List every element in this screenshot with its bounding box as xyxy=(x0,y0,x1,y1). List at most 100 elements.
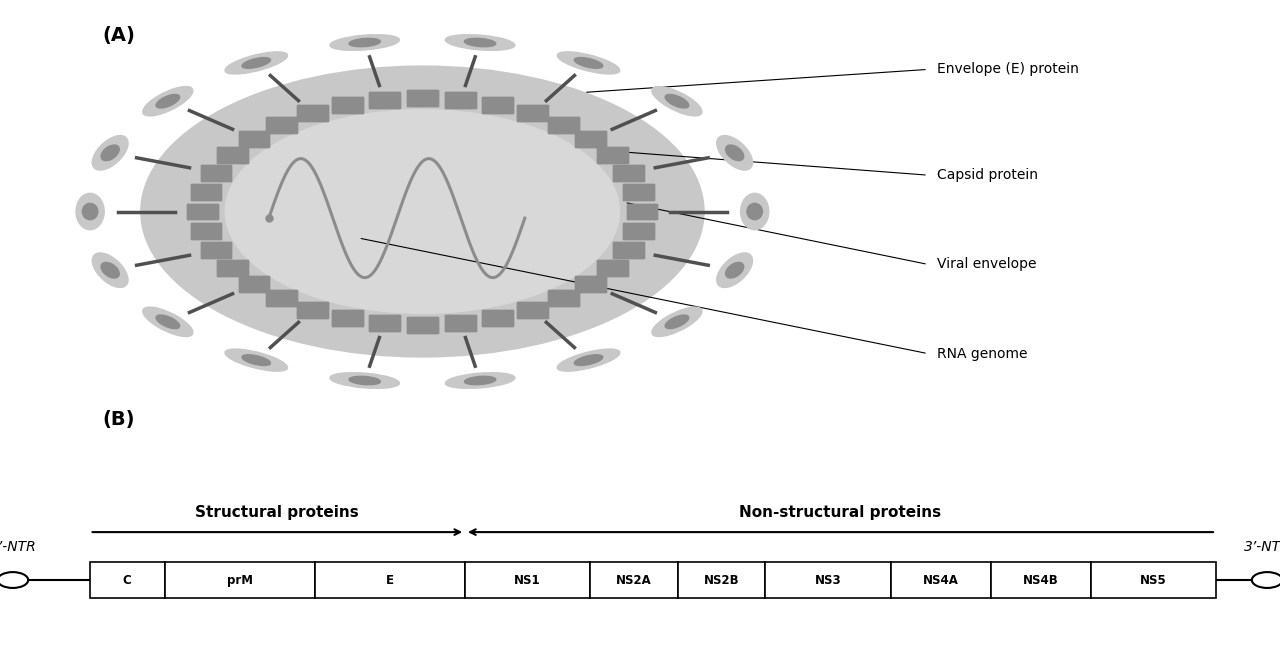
Polygon shape xyxy=(445,92,476,108)
Polygon shape xyxy=(407,317,438,333)
Text: NS4A: NS4A xyxy=(923,574,959,586)
Polygon shape xyxy=(623,223,654,239)
Polygon shape xyxy=(266,117,297,133)
Ellipse shape xyxy=(557,349,620,371)
Ellipse shape xyxy=(225,52,288,74)
Polygon shape xyxy=(613,243,644,258)
Polygon shape xyxy=(187,204,218,219)
Polygon shape xyxy=(191,223,221,239)
Polygon shape xyxy=(598,260,628,276)
Ellipse shape xyxy=(92,253,128,288)
Polygon shape xyxy=(445,315,476,331)
Ellipse shape xyxy=(92,136,128,170)
Bar xyxy=(891,562,991,598)
Polygon shape xyxy=(369,92,399,108)
Text: Viral envelope: Viral envelope xyxy=(937,257,1037,272)
Bar xyxy=(90,562,165,598)
Ellipse shape xyxy=(101,145,119,161)
Ellipse shape xyxy=(143,87,193,116)
Polygon shape xyxy=(201,243,232,258)
Ellipse shape xyxy=(741,193,769,229)
Ellipse shape xyxy=(575,58,603,68)
Polygon shape xyxy=(332,97,362,113)
Text: 3’-NTR: 3’-NTR xyxy=(1244,539,1280,554)
Polygon shape xyxy=(623,184,654,200)
Ellipse shape xyxy=(330,35,399,50)
Polygon shape xyxy=(575,131,605,147)
Polygon shape xyxy=(548,290,579,306)
Polygon shape xyxy=(239,131,270,147)
Polygon shape xyxy=(297,105,328,121)
Polygon shape xyxy=(216,260,247,276)
Text: RNA genome: RNA genome xyxy=(937,346,1028,361)
Polygon shape xyxy=(575,131,605,147)
Ellipse shape xyxy=(82,204,97,219)
Polygon shape xyxy=(598,260,628,276)
Circle shape xyxy=(186,89,659,334)
Bar xyxy=(315,562,465,598)
Text: NS4B: NS4B xyxy=(1023,574,1059,586)
Ellipse shape xyxy=(143,307,193,336)
Polygon shape xyxy=(623,184,654,200)
Polygon shape xyxy=(216,147,247,163)
Text: (B): (B) xyxy=(102,410,134,429)
Ellipse shape xyxy=(445,373,515,388)
Polygon shape xyxy=(445,92,476,108)
Polygon shape xyxy=(407,90,438,106)
Polygon shape xyxy=(575,276,605,292)
Polygon shape xyxy=(266,290,297,306)
Polygon shape xyxy=(297,302,328,318)
Polygon shape xyxy=(332,97,362,113)
Ellipse shape xyxy=(349,376,380,385)
Bar xyxy=(165,562,315,598)
Polygon shape xyxy=(297,302,328,318)
Polygon shape xyxy=(191,184,221,200)
Polygon shape xyxy=(623,223,654,239)
Polygon shape xyxy=(407,317,438,333)
Polygon shape xyxy=(575,276,605,292)
Polygon shape xyxy=(187,204,218,219)
Polygon shape xyxy=(332,310,362,326)
Bar xyxy=(465,562,590,598)
Ellipse shape xyxy=(330,373,399,388)
Text: Envelope (E) protein: Envelope (E) protein xyxy=(937,62,1079,77)
Polygon shape xyxy=(297,105,328,121)
Circle shape xyxy=(1252,572,1280,588)
Bar xyxy=(1091,562,1216,598)
Ellipse shape xyxy=(242,355,270,366)
Ellipse shape xyxy=(717,136,753,170)
Text: Structural proteins: Structural proteins xyxy=(196,505,360,520)
Text: NS2B: NS2B xyxy=(704,574,740,586)
Ellipse shape xyxy=(575,355,603,366)
Polygon shape xyxy=(201,243,232,258)
Text: C: C xyxy=(123,574,132,586)
Polygon shape xyxy=(445,315,476,331)
Polygon shape xyxy=(517,302,548,318)
Ellipse shape xyxy=(748,204,763,219)
Polygon shape xyxy=(191,223,221,239)
Ellipse shape xyxy=(652,307,701,336)
Polygon shape xyxy=(627,204,658,219)
Ellipse shape xyxy=(156,95,179,108)
Polygon shape xyxy=(548,117,579,133)
Polygon shape xyxy=(239,131,270,147)
Polygon shape xyxy=(517,105,548,121)
Text: NS5: NS5 xyxy=(1140,574,1167,586)
Ellipse shape xyxy=(465,38,495,47)
Polygon shape xyxy=(598,147,628,163)
Polygon shape xyxy=(613,165,644,180)
Circle shape xyxy=(0,572,28,588)
Polygon shape xyxy=(239,276,270,292)
Bar xyxy=(590,562,678,598)
Ellipse shape xyxy=(726,145,744,161)
Bar xyxy=(991,562,1091,598)
Polygon shape xyxy=(369,92,399,108)
Ellipse shape xyxy=(156,315,179,329)
Polygon shape xyxy=(369,315,399,331)
Ellipse shape xyxy=(242,58,270,68)
Ellipse shape xyxy=(717,253,753,288)
Circle shape xyxy=(230,112,614,311)
Text: Capsid protein: Capsid protein xyxy=(937,168,1038,182)
Polygon shape xyxy=(369,315,399,331)
Ellipse shape xyxy=(101,262,119,278)
